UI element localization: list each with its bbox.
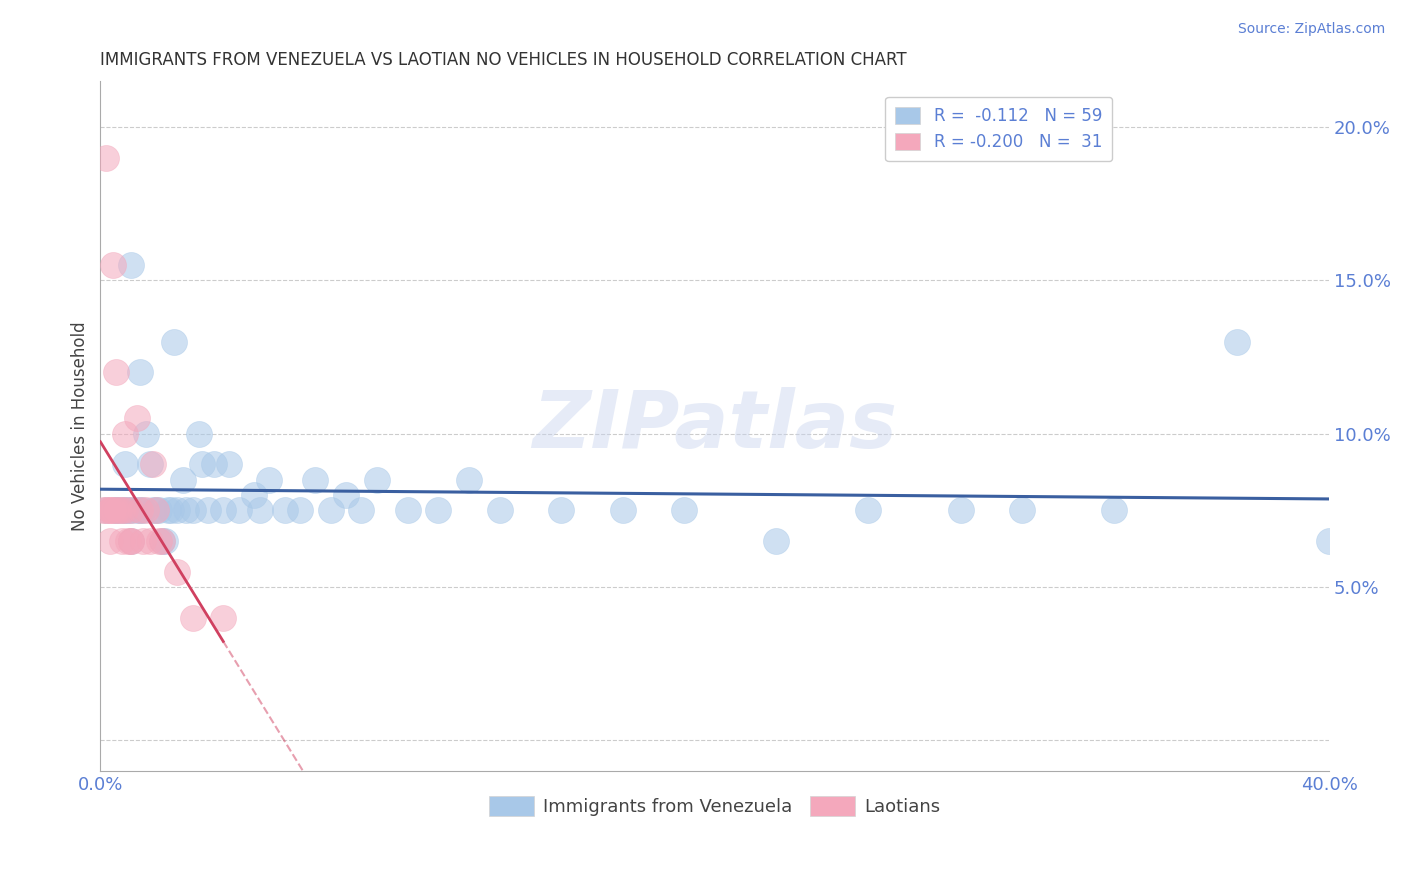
Point xyxy=(111,503,134,517)
Point xyxy=(1317,533,1340,548)
Point xyxy=(335,488,357,502)
Point xyxy=(366,473,388,487)
Point xyxy=(150,533,173,548)
Point xyxy=(153,533,176,548)
Point xyxy=(218,458,240,472)
Point xyxy=(612,503,634,517)
Y-axis label: No Vehicles in Household: No Vehicles in Household xyxy=(72,321,89,531)
Point xyxy=(427,503,450,517)
Point xyxy=(120,533,142,548)
Point xyxy=(120,503,142,517)
Point xyxy=(156,503,179,517)
Point xyxy=(104,365,127,379)
Point xyxy=(107,503,129,517)
Point xyxy=(181,503,204,517)
Point xyxy=(212,610,235,624)
Point xyxy=(135,426,157,441)
Point xyxy=(273,503,295,517)
Point xyxy=(96,151,118,165)
Point xyxy=(1102,503,1125,517)
Point xyxy=(176,503,198,517)
Point xyxy=(120,533,142,548)
Point xyxy=(129,365,152,379)
Text: IMMIGRANTS FROM VENEZUELA VS LAOTIAN NO VEHICLES IN HOUSEHOLD CORRELATION CHART: IMMIGRANTS FROM VENEZUELA VS LAOTIAN NO … xyxy=(100,51,907,69)
Point xyxy=(142,503,165,517)
Point xyxy=(96,503,118,517)
Point xyxy=(127,411,149,425)
Point xyxy=(111,503,134,517)
Point xyxy=(181,610,204,624)
Point xyxy=(104,503,127,517)
Point xyxy=(458,473,481,487)
Point xyxy=(350,503,373,517)
Point xyxy=(488,503,510,517)
Text: ZIPatlas: ZIPatlas xyxy=(533,387,897,465)
Point xyxy=(129,503,152,517)
Point xyxy=(138,458,160,472)
Point xyxy=(145,503,167,517)
Point xyxy=(319,503,342,517)
Point xyxy=(114,503,136,517)
Point xyxy=(949,503,972,517)
Point xyxy=(288,503,311,517)
Point xyxy=(93,503,115,517)
Point xyxy=(148,533,170,548)
Point xyxy=(132,503,155,517)
Point xyxy=(138,533,160,548)
Point xyxy=(202,458,225,472)
Point xyxy=(120,503,142,517)
Point xyxy=(166,503,188,517)
Point xyxy=(197,503,219,517)
Point xyxy=(132,533,155,548)
Point xyxy=(187,426,209,441)
Point xyxy=(550,503,572,517)
Point xyxy=(160,503,183,517)
Point xyxy=(117,533,139,548)
Point xyxy=(150,533,173,548)
Point xyxy=(101,503,124,517)
Point xyxy=(117,503,139,517)
Point xyxy=(145,503,167,517)
Point xyxy=(190,458,212,472)
Point xyxy=(228,503,250,517)
Point xyxy=(163,334,186,349)
Point xyxy=(129,503,152,517)
Point xyxy=(166,565,188,579)
Point xyxy=(858,503,880,517)
Point xyxy=(114,458,136,472)
Point xyxy=(259,473,281,487)
Point xyxy=(1226,334,1249,349)
Point xyxy=(114,426,136,441)
Point xyxy=(212,503,235,517)
Point xyxy=(396,503,419,517)
Point xyxy=(135,503,157,517)
Point xyxy=(111,533,134,548)
Point xyxy=(114,503,136,517)
Text: Source: ZipAtlas.com: Source: ZipAtlas.com xyxy=(1237,22,1385,37)
Point xyxy=(142,458,165,472)
Point xyxy=(96,503,118,517)
Point xyxy=(1011,503,1033,517)
Point xyxy=(101,258,124,272)
Legend: Immigrants from Venezuela, Laotians: Immigrants from Venezuela, Laotians xyxy=(482,789,948,823)
Point xyxy=(148,503,170,517)
Point xyxy=(98,503,121,517)
Point xyxy=(127,503,149,517)
Point xyxy=(172,473,194,487)
Point xyxy=(304,473,326,487)
Point xyxy=(98,503,121,517)
Point xyxy=(98,533,121,548)
Point xyxy=(249,503,271,517)
Point xyxy=(765,533,787,548)
Point xyxy=(120,258,142,272)
Point xyxy=(104,503,127,517)
Point xyxy=(243,488,266,502)
Point xyxy=(673,503,696,517)
Point xyxy=(104,503,127,517)
Point xyxy=(120,533,142,548)
